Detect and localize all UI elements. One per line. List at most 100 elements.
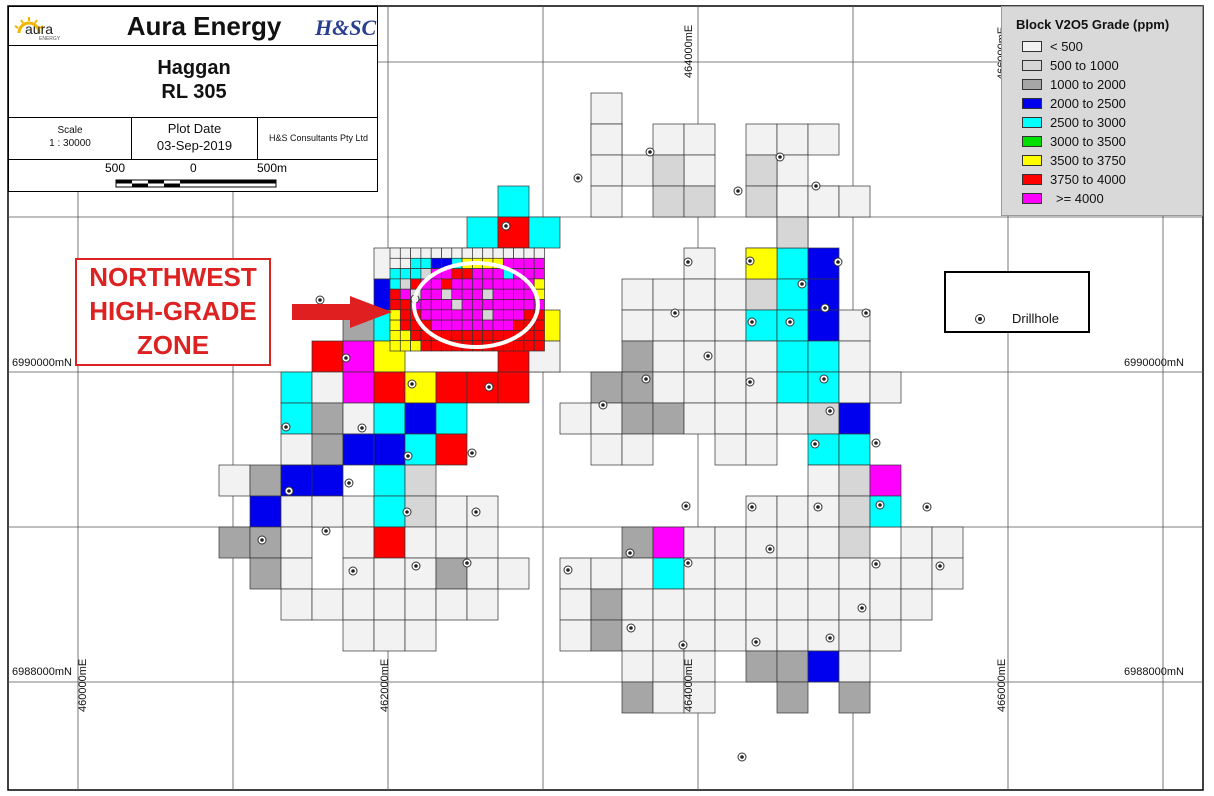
fine-grade-block [430,278,442,290]
fine-grade-block [441,247,453,259]
drillhole-marker-dot [768,547,772,551]
drillhole-marker-dot [816,505,820,509]
fine-grade-block [461,278,473,290]
grade-block [745,526,778,559]
fine-grade-block [399,299,411,311]
plot-date-value: 03-Sep-2019 [156,138,233,153]
grade-block [621,309,654,342]
grade-block [280,495,313,528]
grade-block [652,588,685,621]
grid-label-464000e-top: 464000mE [683,25,695,78]
drillhole-marker-dot [629,626,633,630]
grade-block [311,588,344,621]
grade-legend: Block V2O5 Grade (ppm) < 500 500 to 1000… [1001,6,1203,216]
drillhole-marker-dot [836,260,840,264]
fine-grade-block [451,288,463,300]
fine-grade-block [472,330,484,342]
grade-block [342,526,375,559]
grade-block [714,557,747,590]
drillhole-marker-dot [470,451,474,455]
fine-grade-block [472,247,484,259]
grade-block [311,402,344,435]
grade-block [683,650,716,683]
grade-block [807,123,840,156]
drillhole-marker-dot [778,155,782,159]
grade-block [807,433,840,466]
grade-block [714,340,747,373]
fine-grade-block [472,309,484,321]
grade-block [280,588,313,621]
grade-block [621,402,654,435]
grade-block [807,557,840,590]
fine-grade-block [492,330,504,342]
fine-grade-block [410,257,422,269]
grade-block [621,340,654,373]
fine-grade-block [523,340,535,352]
grade-block [559,619,592,652]
grade-block [714,371,747,404]
fine-grade-block [389,247,401,259]
high-grade-ellipse [412,261,540,349]
fine-grade-block [482,247,494,259]
grade-block [466,495,499,528]
grade-block [373,526,406,559]
drillhole-marker-dot [681,643,685,647]
legend-label: 1000 to 2000 [1050,77,1126,92]
company-name: Aura Energy [126,11,282,41]
fine-grade-block [430,299,442,311]
fine-grade-block [513,278,525,290]
fine-grade-block [441,288,453,300]
scalebar-right-label: 500m [257,161,288,175]
fine-grade-block [389,319,401,331]
grade-block [776,557,809,590]
grade-block [683,588,716,621]
grade-block [807,650,840,683]
fine-grade-block [389,257,401,269]
grade-block [435,526,468,559]
grade-block [869,619,902,652]
grade-block [714,588,747,621]
grade-block [807,588,840,621]
fine-grade-block [492,278,504,290]
fine-grade-block [482,330,494,342]
drillhole-marker-dot [410,382,414,386]
grade-block [745,588,778,621]
drillhole-marker-dot [405,510,409,514]
drillhole-marker-dot [813,442,817,446]
fine-grade-block [472,319,484,331]
grade-block [652,185,685,218]
grade-block [807,619,840,652]
title-header-row: aura ENERGY Aura Energy H&SC [9,7,377,46]
fine-grade-block [420,247,432,259]
fine-grade-block [399,257,411,269]
grade-block [776,402,809,435]
grade-block [280,371,313,404]
sun-logo-icon [14,17,44,34]
grade-block [621,588,654,621]
grade-block [807,340,840,373]
grade-block [590,154,623,187]
scalebar-zero-label: 0 [190,161,197,175]
fine-grade-block [513,288,525,300]
grade-block [900,557,933,590]
drillhole-marker-dot [684,504,688,508]
grade-block [373,433,406,466]
grade-block [404,588,437,621]
scale-value: 1 : 30000 [49,138,91,149]
grade-block [776,495,809,528]
drillhole-marker-dot [628,551,632,555]
drillhole-legend: Drillhole [944,271,1090,333]
fine-grade-block [410,340,422,352]
fine-grade-block [523,299,535,311]
grade-block [683,619,716,652]
fine-grade-block [492,319,504,331]
grade-block [652,526,685,559]
fine-grade-block [502,299,514,311]
drillhole-marker-dot [566,568,570,572]
fine-grade-block [533,257,545,269]
grade-block [683,185,716,218]
grade-block [683,154,716,187]
legend-label: >= 4000 [1056,191,1104,206]
drillhole-marker-dot [864,311,868,315]
legend-swatch [1022,60,1042,71]
